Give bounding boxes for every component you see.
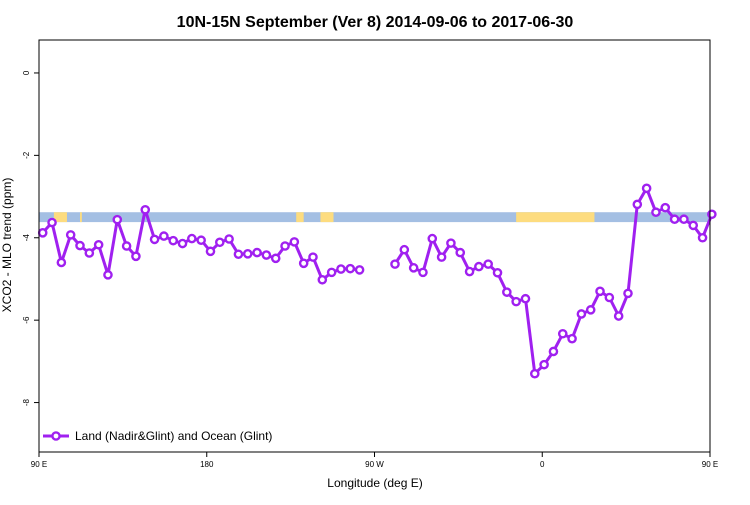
data-point bbox=[56, 257, 67, 268]
data-point bbox=[205, 246, 216, 257]
data-point bbox=[641, 183, 652, 194]
data-point bbox=[270, 253, 281, 264]
data-point bbox=[317, 274, 328, 285]
data-point bbox=[548, 346, 559, 357]
ocean-band bbox=[39, 212, 710, 223]
land-band-segment bbox=[516, 212, 595, 223]
data-point bbox=[623, 288, 633, 299]
data-point bbox=[121, 241, 132, 251]
legend-marker bbox=[51, 431, 61, 441]
data-point bbox=[214, 237, 225, 248]
data-point bbox=[502, 287, 512, 297]
land-band-segment bbox=[53, 212, 67, 223]
data-point bbox=[567, 333, 577, 344]
axes: 90 E 180 90 W 0 90 E 0 -2 -4 -6 -8 bbox=[22, 70, 718, 469]
data-point bbox=[492, 267, 503, 278]
data-point bbox=[483, 259, 493, 269]
x-axis-label: Longitude (deg E) bbox=[327, 476, 422, 490]
x-tick-label: 90 W bbox=[365, 460, 384, 469]
data-point bbox=[557, 328, 568, 339]
data-point bbox=[651, 207, 661, 218]
data-point bbox=[187, 233, 197, 244]
data-point bbox=[697, 232, 708, 243]
data-point bbox=[308, 252, 318, 262]
data-point bbox=[455, 247, 466, 258]
data-point bbox=[418, 267, 428, 278]
data-point bbox=[65, 230, 76, 240]
data-point bbox=[390, 259, 400, 269]
legend: Land (Nadir&Glint) and Ocean (Glint) bbox=[43, 429, 272, 443]
data-point bbox=[47, 217, 57, 228]
data-point bbox=[196, 235, 206, 246]
data-point bbox=[613, 311, 624, 321]
data-point bbox=[585, 305, 596, 315]
data-point bbox=[446, 238, 456, 248]
data-point bbox=[168, 235, 178, 246]
data-point bbox=[289, 237, 300, 247]
data-point bbox=[660, 202, 671, 213]
data-series bbox=[37, 183, 717, 379]
data-point bbox=[75, 240, 85, 251]
data-point bbox=[252, 247, 262, 258]
data-point bbox=[604, 292, 615, 303]
data-point bbox=[520, 293, 531, 304]
x-tick-label: 90 E bbox=[702, 460, 718, 469]
data-point bbox=[707, 209, 717, 220]
data-point bbox=[474, 261, 484, 272]
data-point bbox=[84, 248, 95, 258]
data-point bbox=[464, 266, 475, 277]
data-point bbox=[399, 244, 410, 255]
legend-entry: Land (Nadir&Glint) and Ocean (Glint) bbox=[75, 429, 272, 443]
x-tick-label: 180 bbox=[200, 460, 214, 469]
data-point bbox=[529, 368, 540, 379]
data-point bbox=[595, 286, 605, 297]
land-band-segment bbox=[320, 212, 334, 223]
chart-title: 10N-15N September (Ver 8) 2014-09-06 to … bbox=[177, 14, 574, 31]
data-point bbox=[93, 239, 104, 250]
y-axis-label: XCO2 - MLO trend (ppm) bbox=[0, 178, 14, 313]
x-tick-label: 0 bbox=[540, 460, 545, 469]
data-point bbox=[688, 220, 699, 231]
data-point bbox=[408, 263, 419, 273]
data-point bbox=[539, 359, 549, 370]
data-point bbox=[112, 214, 123, 225]
y-tick-label: -2 bbox=[22, 151, 31, 159]
data-point bbox=[37, 228, 48, 238]
y-tick-label: -6 bbox=[22, 316, 31, 324]
data-point bbox=[427, 233, 438, 244]
land-band-segment bbox=[296, 212, 304, 223]
data-point bbox=[669, 214, 680, 225]
data-point bbox=[436, 252, 447, 262]
x-tick-label: 90 E bbox=[31, 460, 47, 469]
data-point bbox=[149, 234, 160, 245]
data-point bbox=[224, 234, 234, 244]
data-point bbox=[280, 241, 290, 251]
data-point bbox=[261, 250, 272, 260]
plot-frame bbox=[38, 39, 711, 453]
data-point bbox=[131, 251, 141, 262]
data-point bbox=[345, 263, 356, 274]
data-point bbox=[511, 296, 521, 307]
y-tick-label: 0 bbox=[22, 70, 31, 75]
y-tick-label: -4 bbox=[22, 234, 31, 242]
land-ocean-mask-band bbox=[39, 212, 710, 223]
data-point bbox=[103, 270, 113, 280]
data-point bbox=[140, 204, 151, 215]
data-point bbox=[298, 258, 309, 269]
data-point bbox=[354, 265, 365, 275]
data-point bbox=[326, 267, 337, 278]
y-tick-label: -8 bbox=[22, 398, 31, 406]
data-point bbox=[242, 249, 253, 259]
data-point bbox=[336, 264, 346, 274]
data-point bbox=[679, 214, 689, 225]
data-point bbox=[159, 231, 169, 241]
data-point bbox=[233, 249, 244, 260]
data-point bbox=[632, 199, 643, 210]
data-point bbox=[177, 238, 188, 249]
land-band-segment bbox=[80, 212, 82, 223]
data-point bbox=[576, 309, 587, 319]
